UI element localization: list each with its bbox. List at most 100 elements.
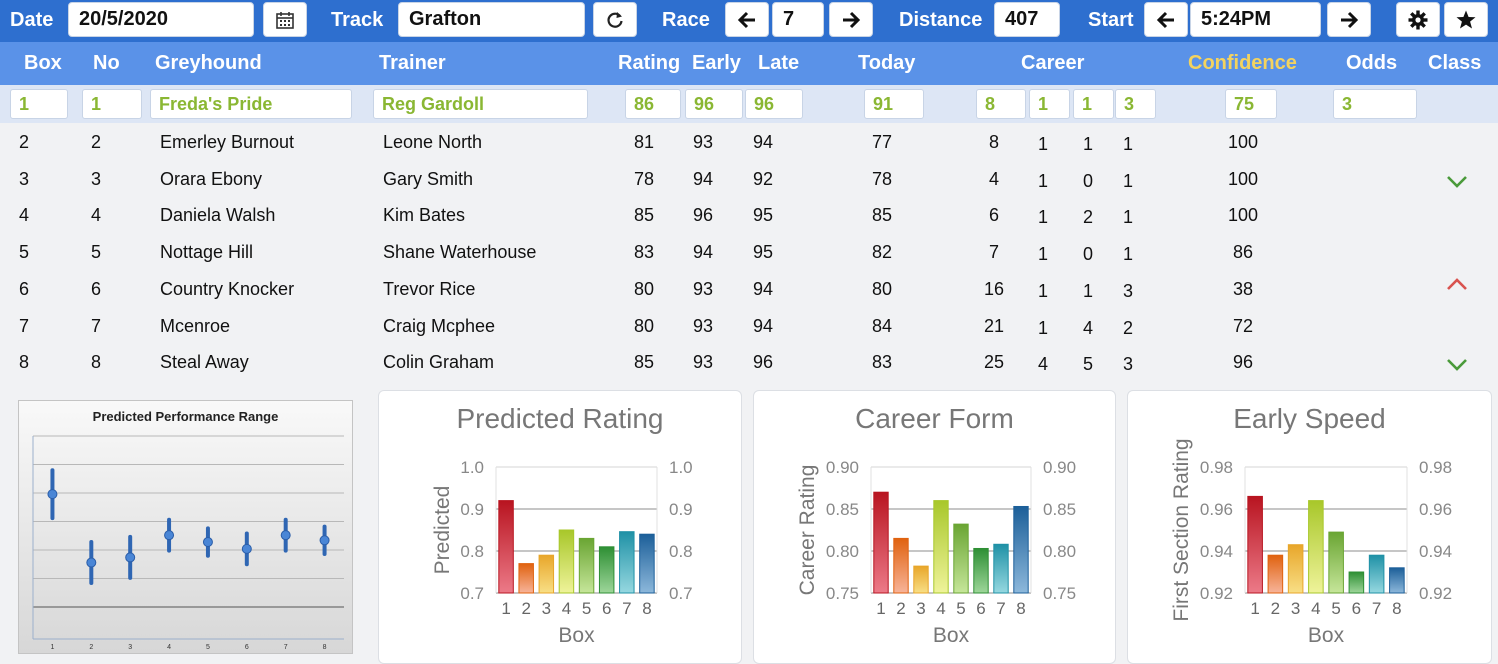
today-cell: 77 xyxy=(871,132,893,152)
bar xyxy=(1348,571,1365,594)
bar xyxy=(1287,544,1304,594)
late-cell: 94 xyxy=(752,132,774,152)
career-thirds-cell: 3 xyxy=(1122,280,1133,301)
track-field[interactable]: Grafton xyxy=(398,2,585,37)
x-tick-label: 3 xyxy=(1291,599,1300,618)
race-prev-button[interactable] xyxy=(725,2,769,37)
early-cell: 94 xyxy=(692,242,714,263)
box-cell: 2 xyxy=(18,132,29,152)
trainer-cell: Shane Waterhouse xyxy=(383,242,537,263)
y-axis-label: First Section Rating xyxy=(1170,438,1193,621)
confidence-cell: 96 xyxy=(1232,352,1254,373)
box-cell: 7 xyxy=(18,315,29,336)
col-confidence[interactable]: Confidence xyxy=(1188,52,1297,74)
y-tick-label-right: 0.92 xyxy=(1419,584,1452,603)
table-row[interactable]: 6 6 Country Knocker Trevor Rice 80 93 94 80 16 1 1… xyxy=(0,270,1498,307)
col-no[interactable]: No xyxy=(93,52,120,74)
bar xyxy=(973,547,989,594)
col-rating[interactable]: Rating xyxy=(618,52,681,74)
x-tick-label: 1 xyxy=(50,644,54,651)
refresh-button[interactable] xyxy=(593,2,637,37)
predicted-rating-title: Predicted Rating xyxy=(456,403,664,434)
col-today[interactable]: Today xyxy=(858,52,916,74)
selected-odds: 3 xyxy=(1333,89,1417,119)
settings-button[interactable] xyxy=(1396,2,1440,37)
x-tick-label: 3 xyxy=(916,599,925,618)
y-tick-label: 0.7 xyxy=(460,584,484,603)
x-tick-label: 5 xyxy=(956,599,965,618)
date-field[interactable]: 20/5/2020 xyxy=(68,2,254,37)
y-tick-label: 0.94 xyxy=(1200,542,1233,561)
table-row[interactable]: 8 8 Steal Away Colin Graham 85 93 96 83 25 4 5 3 96 xyxy=(0,343,1498,380)
selected-row[interactable]: 1 1 Freda's Pride Reg Gardoll 86 96 96 9… xyxy=(0,85,1498,123)
start-time-field[interactable]: 5:24PM xyxy=(1190,2,1321,37)
col-career[interactable]: Career xyxy=(1021,52,1085,74)
race-field[interactable]: 7 xyxy=(772,2,824,37)
y-tick-label: 0.8 xyxy=(460,542,484,561)
greyhound-cell: Nottage Hill xyxy=(160,242,254,263)
bar xyxy=(1247,495,1263,594)
greyhound-cell: Mcenroe xyxy=(160,315,231,336)
refresh-icon xyxy=(607,11,623,28)
data-point xyxy=(125,552,136,563)
career-wins-cell: 1 xyxy=(1037,207,1048,228)
data-point xyxy=(280,530,291,541)
career-thirds-cell: 1 xyxy=(1122,134,1133,154)
col-early[interactable]: Early xyxy=(692,52,741,74)
col-box[interactable]: Box xyxy=(24,52,62,74)
y-tick-label-right: 0.98 xyxy=(1419,458,1452,477)
table-row[interactable]: 7 7 Mcenroe Craig Mcphee 80 93 94 84 21 1 4 2 72 xyxy=(0,307,1498,344)
early-cell: 93 xyxy=(692,315,714,336)
table-row[interactable]: 4 4 Daniela Walsh Kim Bates 85 96 95 85 6 1 2 1 100 xyxy=(0,196,1498,233)
x-tick-label: 2 xyxy=(89,644,93,651)
data-point xyxy=(47,489,58,500)
calendar-button[interactable] xyxy=(263,2,307,37)
selected-early: 96 xyxy=(685,89,743,119)
greyhound-cell: Orara Ebony xyxy=(160,168,263,189)
col-late[interactable]: Late xyxy=(758,52,800,74)
rating-cell: 80 xyxy=(633,315,655,336)
trainer-cell: Gary Smith xyxy=(383,168,474,189)
greyhound-cell: Steal Away xyxy=(160,352,249,373)
y-tick-label: 1.0 xyxy=(460,458,484,477)
confidence-cell: 72 xyxy=(1232,315,1254,336)
start-next-button[interactable] xyxy=(1327,2,1371,37)
start-prev-button[interactable] xyxy=(1144,2,1188,37)
runners-table: 1 1 Freda's Pride Reg Gardoll 86 96 96 9… xyxy=(0,85,1498,380)
col-trainer[interactable]: Trainer xyxy=(379,52,446,74)
race-next-button[interactable] xyxy=(829,2,873,37)
confidence-cell: 86 xyxy=(1232,242,1254,263)
late-cell: 95 xyxy=(752,205,774,226)
y-tick-label: 0.9 xyxy=(460,500,484,519)
bar xyxy=(598,546,615,594)
box-cell: 5 xyxy=(18,242,29,263)
data-point xyxy=(241,543,252,554)
greyhound-cell: Emerley Burnout xyxy=(160,132,295,152)
data-point xyxy=(164,530,175,541)
bar xyxy=(639,533,655,594)
col-greyhound[interactable]: Greyhound xyxy=(155,52,262,74)
career-wins-cell: 1 xyxy=(1037,244,1048,265)
table-row[interactable]: 2 2 Emerley Burnout Leone North 81 93 94 77 8 1 1 1… xyxy=(0,123,1498,160)
track-label: Track xyxy=(331,9,384,31)
x-axis-label: Box xyxy=(558,624,595,647)
predicted-rating-chart: 0.7 0.7 0.8 0.8 0.9 0.9 1.0 1.0 1 2 3 4 5 6 7 8 Box Predi… xyxy=(431,458,693,647)
bar xyxy=(893,537,909,594)
today-cell: 84 xyxy=(871,315,893,336)
y-tick-label-right: 0.90 xyxy=(1043,458,1076,477)
favorite-button[interactable] xyxy=(1444,2,1488,37)
career-form-panel: Career Form 0.75 0.75 0.80 0.80 0.85 0.85 0.90… xyxy=(753,390,1116,664)
table-header: Box No Greyhound Trainer Rating Early La… xyxy=(0,42,1498,85)
table-row[interactable]: 5 5 Nottage Hill Shane Waterhouse 83 94 95 82 7 1… xyxy=(0,233,1498,270)
performance-range-plot: 1 2 3 4 5 6 7 8 xyxy=(32,435,344,651)
x-tick-label: 5 xyxy=(1331,599,1340,618)
bar xyxy=(1308,500,1324,594)
col-class[interactable]: Class xyxy=(1428,52,1482,74)
career-form-chart: 0.75 0.75 0.80 0.80 0.85 0.85 0.90 0.90 1 2 3 4 5 6 7 8… xyxy=(796,458,1076,647)
career-thirds-cell: 1 xyxy=(1122,170,1133,191)
x-tick-label: 4 xyxy=(562,599,571,618)
col-odds[interactable]: Odds xyxy=(1346,52,1398,74)
table-row[interactable]: 3 3 Orara Ebony Gary Smith 78 94 92 78 4 1 0 1 100 xyxy=(0,160,1498,197)
distance-field[interactable]: 407 xyxy=(994,2,1060,37)
selected-trainer: Reg Gardoll xyxy=(373,89,588,119)
